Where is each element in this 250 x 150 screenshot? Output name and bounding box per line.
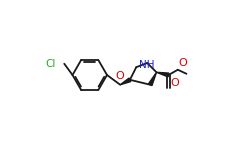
Text: NH: NH	[139, 60, 154, 70]
Polygon shape	[120, 78, 131, 85]
Polygon shape	[148, 72, 156, 86]
Text: Cl: Cl	[45, 59, 56, 69]
Text: O: O	[116, 71, 124, 81]
Text: O: O	[178, 57, 187, 68]
Text: O: O	[170, 78, 179, 88]
Polygon shape	[156, 72, 169, 77]
